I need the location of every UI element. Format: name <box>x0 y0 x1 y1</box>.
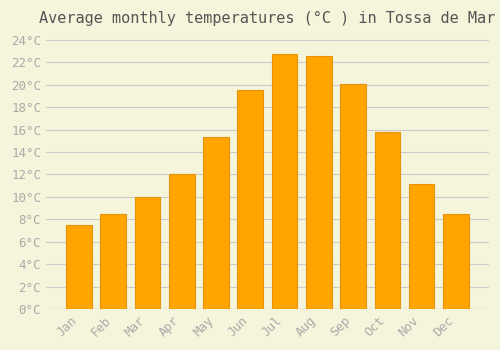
Bar <box>409 184 434 309</box>
Title: Average monthly temperatures (°C ) in Tossa de Mar: Average monthly temperatures (°C ) in To… <box>40 11 496 26</box>
Bar <box>100 214 126 309</box>
Bar <box>306 56 332 309</box>
Bar <box>374 132 400 309</box>
Bar <box>134 197 160 309</box>
Bar <box>203 138 229 309</box>
Bar <box>66 225 92 309</box>
Bar <box>272 54 297 309</box>
Bar <box>340 84 366 309</box>
Bar <box>169 174 194 309</box>
Bar <box>238 90 263 309</box>
Bar <box>443 214 469 309</box>
